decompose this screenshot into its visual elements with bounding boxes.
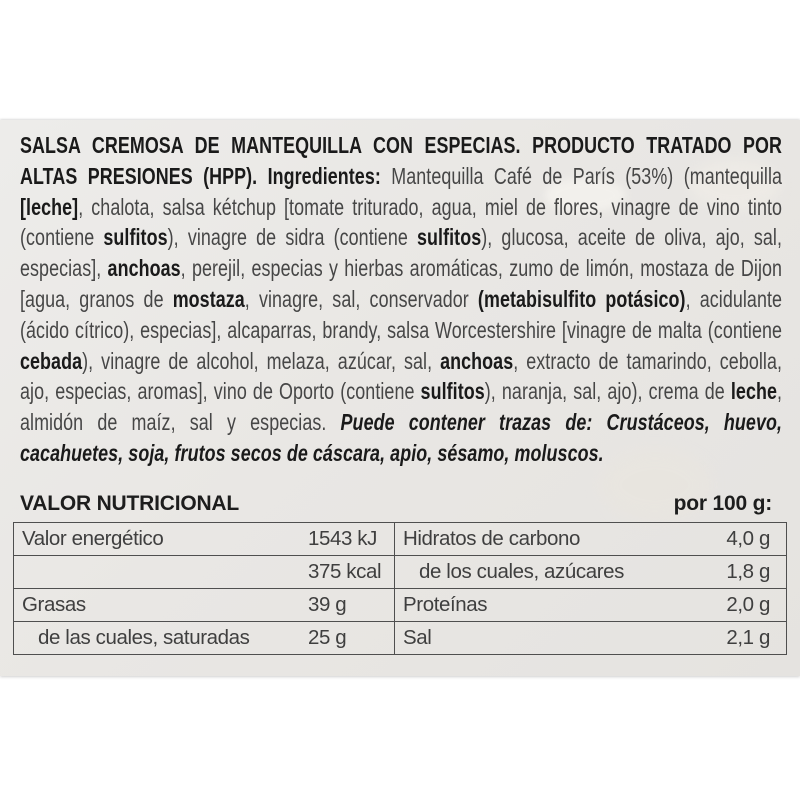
nutrient-label: Grasas xyxy=(22,593,86,616)
nutrient-value: 375 kcal xyxy=(308,560,382,583)
ingredients-paragraph: SALSA CREMOSA DE MANTEQUILLA CON ESPECIA… xyxy=(20,132,783,466)
nutrition-row: Valor energético 1543 kJ Hidratos de car… xyxy=(14,523,786,555)
nutrient-label: Hidratos de carbono xyxy=(394,523,634,555)
nutrient-label: Sal xyxy=(394,622,634,654)
nutrition-row: de las cuales, saturadas 25 g Sal 2,1 g xyxy=(14,621,786,654)
nutrient-value: 2,0 g xyxy=(726,593,770,616)
nutrition-table: Valor energético 1543 kJ Hidratos de car… xyxy=(13,522,787,655)
nutrient-label: de las cuales, saturadas xyxy=(38,626,250,649)
nutrient-label: Proteínas xyxy=(394,589,634,621)
nutrition-header: VALOR NUTRICIONAL por 100 g: xyxy=(20,492,772,516)
nutrient-label: Valor energético xyxy=(22,527,164,550)
nutrient-value: 2,1 g xyxy=(726,626,770,649)
nutrient-value: 39 g xyxy=(308,593,347,616)
nutrition-row: Grasas 39 g Proteínas 2,0 g xyxy=(14,588,786,621)
nutrient-label: de los cuales, azúcares xyxy=(394,556,634,588)
nutrition-row: 375 kcal de los cuales, azúcares 1,8 g xyxy=(14,555,786,588)
per-100g-label: por 100 g: xyxy=(673,492,773,515)
nutrient-value: 1543 kJ xyxy=(308,527,378,550)
nutrient-value: 4,0 g xyxy=(726,527,770,550)
product-label: SALSA CREMOSA DE MANTEQUILLA CON ESPECIA… xyxy=(0,120,800,676)
nutrient-label xyxy=(14,556,304,588)
nutrient-value: 1,8 g xyxy=(726,560,770,583)
nutrient-value: 25 g xyxy=(308,626,347,649)
nutrition-title: VALOR NUTRICIONAL xyxy=(20,492,240,515)
